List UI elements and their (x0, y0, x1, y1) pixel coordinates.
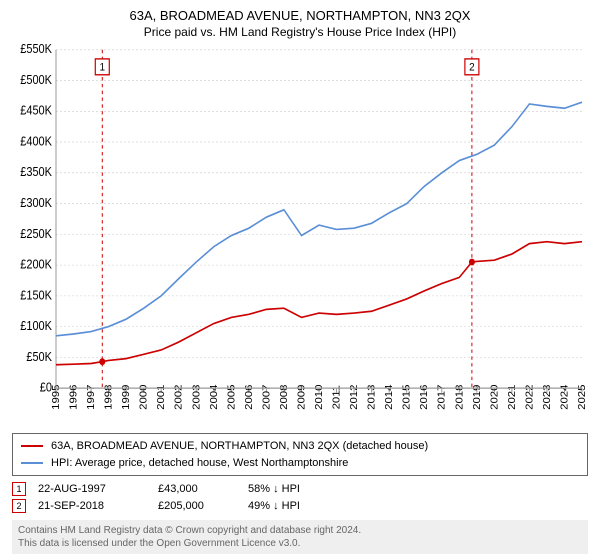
sale-event-row: 2 21-SEP-2018£205,00049% ↓ HPI (12, 499, 588, 513)
event-price: £205,000 (158, 500, 248, 512)
svg-text:£400K: £400K (20, 135, 52, 149)
event-delta: 49% ↓ HPI (248, 500, 368, 512)
svg-text:£450K: £450K (20, 104, 52, 118)
legend-label: 63A, BROADMEAD AVENUE, NORTHAMPTON, NN3 … (51, 438, 428, 455)
event-marker: 2 (12, 499, 26, 513)
page-subtitle: Price paid vs. HM Land Registry's House … (10, 25, 590, 39)
event-price: £43,000 (158, 483, 248, 495)
svg-text:£200K: £200K (20, 258, 52, 272)
event-delta: 58% ↓ HPI (248, 483, 368, 495)
price-chart: £0£50K£100K£150K£200K£250K£300K£350K£400… (10, 43, 590, 429)
svg-text:£350K: £350K (20, 166, 52, 180)
footer-line-1: Contains HM Land Registry data © Crown c… (18, 524, 582, 537)
page-title: 63A, BROADMEAD AVENUE, NORTHAMPTON, NN3 … (10, 8, 590, 23)
event-date: 21-SEP-2018 (38, 500, 158, 512)
svg-text:£150K: £150K (20, 289, 52, 303)
sale-events-table: 1 22-AUG-1997£43,00058% ↓ HPI 2 21-SEP-2018… (12, 482, 588, 516)
legend-row: 63A, BROADMEAD AVENUE, NORTHAMPTON, NN3 … (21, 438, 579, 455)
svg-text:2: 2 (469, 61, 475, 74)
legend-swatch (21, 462, 43, 464)
svg-text:£50K: £50K (26, 350, 52, 364)
footer-line-2: This data is licensed under the Open Gov… (18, 537, 582, 550)
svg-text:£500K: £500K (20, 73, 52, 87)
legend-swatch (21, 445, 43, 447)
legend-label: HPI: Average price, detached house, West… (51, 455, 348, 472)
svg-text:£300K: £300K (20, 196, 52, 210)
legend-row: HPI: Average price, detached house, West… (21, 455, 579, 472)
event-date: 22-AUG-1997 (38, 483, 158, 495)
svg-text:£550K: £550K (20, 43, 52, 56)
event-marker: 1 (12, 482, 26, 496)
footer-attribution: Contains HM Land Registry data © Crown c… (12, 520, 588, 554)
svg-text:£100K: £100K (20, 319, 52, 333)
sale-event-row: 1 22-AUG-1997£43,00058% ↓ HPI (12, 482, 588, 496)
svg-text:£250K: £250K (20, 227, 52, 241)
svg-text:1: 1 (100, 61, 106, 74)
legend: 63A, BROADMEAD AVENUE, NORTHAMPTON, NN3 … (12, 433, 588, 476)
